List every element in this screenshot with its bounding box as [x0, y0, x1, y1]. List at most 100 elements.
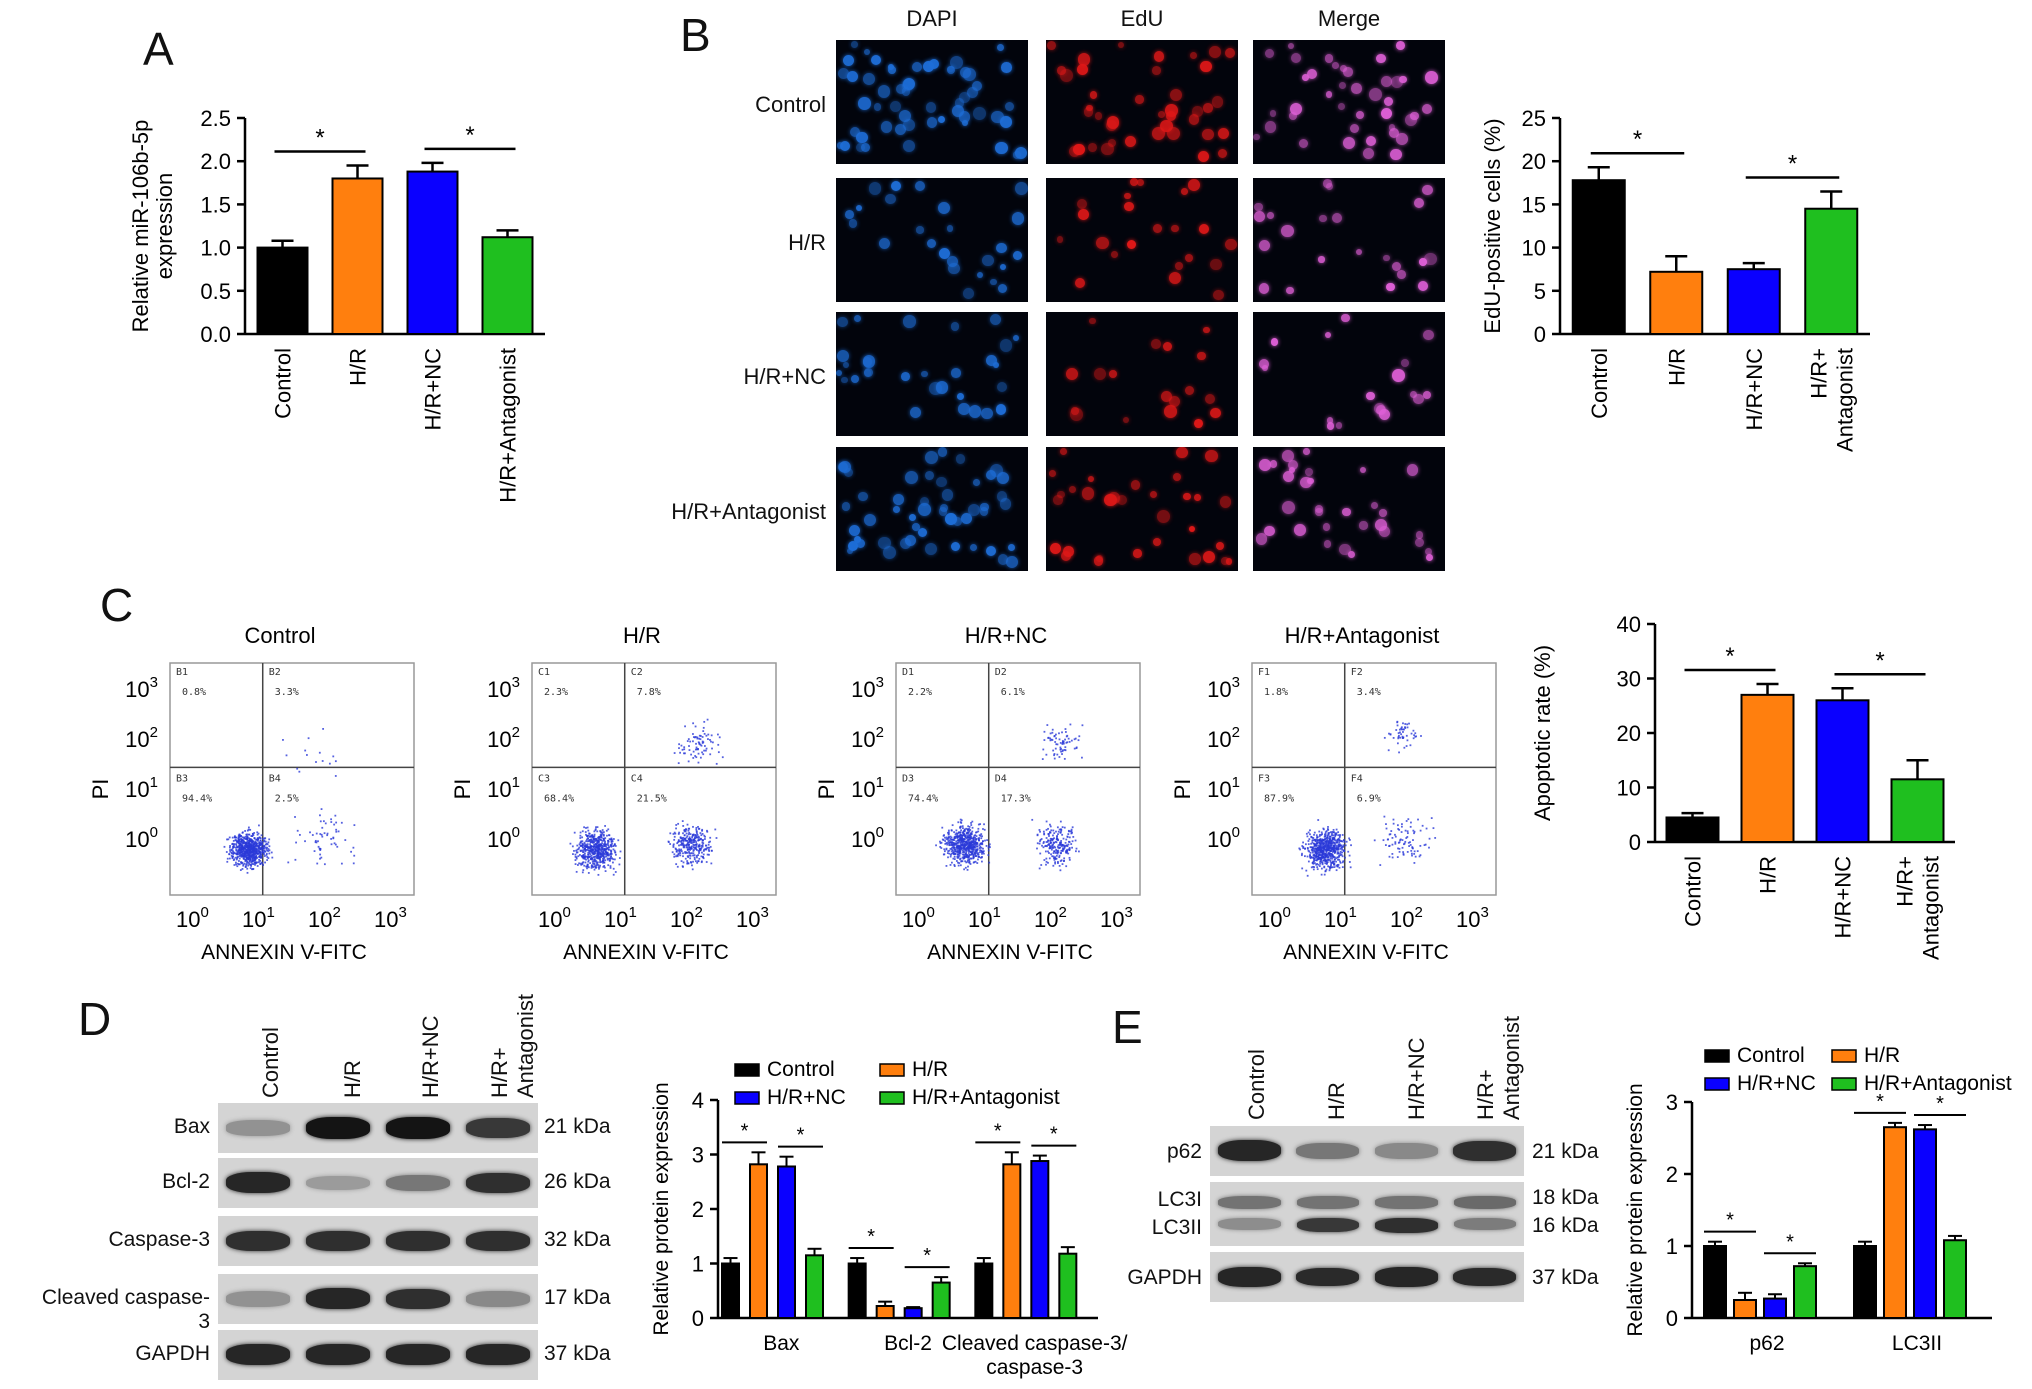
flow-event [1066, 734, 1069, 737]
flow-event [959, 857, 962, 860]
flow-event [1311, 841, 1314, 844]
flow-event [967, 845, 970, 848]
flow-event [1318, 842, 1321, 844]
flow-event [1043, 833, 1046, 836]
tick-exponent: 1 [266, 904, 274, 921]
flow-event [595, 864, 597, 867]
cell-nucleus [968, 504, 981, 517]
flow-event [1312, 839, 1315, 842]
panel-label-a: A [143, 23, 174, 75]
flow-event [1334, 835, 1337, 838]
flow-event [250, 863, 252, 866]
cell-nucleus [946, 225, 954, 232]
legend-swatch [1831, 1049, 1857, 1063]
flow-event [960, 838, 962, 841]
flow-event [943, 850, 946, 853]
quadrant-label: F4 [1351, 773, 1363, 784]
flow-event [597, 838, 600, 840]
flow-event [235, 843, 238, 846]
flow-event [260, 845, 263, 847]
flow-event [1337, 858, 1339, 861]
flow-event [970, 833, 973, 835]
flow-event [254, 840, 257, 843]
flow-event [613, 849, 616, 852]
legend-swatch [734, 1091, 760, 1105]
flow-event [949, 847, 952, 850]
flow-event [251, 868, 253, 871]
tick-exponent: 3 [760, 904, 768, 921]
flow-event [948, 839, 951, 842]
cell-nucleus [1071, 407, 1079, 415]
flow-event [944, 836, 946, 839]
flow-event [1039, 852, 1042, 855]
cell-nucleus [1424, 252, 1437, 266]
flow-event [1059, 843, 1061, 846]
flow-event [940, 847, 943, 849]
flow-event [247, 858, 250, 861]
flow-event [950, 861, 953, 864]
category-label: Bax [763, 1332, 800, 1355]
flow-event [982, 840, 984, 843]
flow-event [232, 853, 235, 855]
flow-event [1042, 841, 1045, 843]
flow-event [248, 852, 251, 854]
cell-nucleus [1423, 329, 1434, 341]
flow-event [1063, 845, 1066, 848]
flow-event [970, 848, 973, 851]
flow-event [311, 834, 314, 836]
flow-event [593, 858, 596, 860]
flow-event [1053, 832, 1056, 835]
flow-event [968, 830, 971, 832]
flow-event [593, 855, 596, 858]
flow-event [251, 863, 254, 865]
cell-nucleus [1342, 507, 1351, 516]
flow-event [1048, 843, 1051, 846]
flow-event [1341, 848, 1344, 851]
flow-event [700, 861, 703, 864]
cell-nucleus [1294, 524, 1306, 536]
cell-nucleus [1189, 553, 1201, 565]
cell-nucleus [1219, 496, 1232, 508]
flow-event [690, 842, 693, 844]
flow-event [605, 855, 608, 858]
cell-nucleus [1184, 253, 1193, 262]
cell-nucleus [1348, 550, 1356, 559]
y-tick-label: 102 [851, 724, 884, 752]
flow-event [969, 838, 972, 841]
cell-nucleus [899, 109, 912, 122]
flow-event [1317, 856, 1320, 859]
flow-event [581, 862, 584, 864]
bar-2 [406, 170, 459, 335]
flow-event [1057, 860, 1059, 863]
flow-event [265, 847, 268, 850]
cell-nucleus [1162, 341, 1172, 351]
flow-event [268, 852, 271, 855]
blot-band [226, 1120, 290, 1136]
flow-event [1309, 829, 1311, 832]
flow-event [246, 867, 249, 870]
flow-event [1302, 841, 1304, 844]
flow-event [1342, 860, 1345, 863]
flow-event [587, 837, 589, 840]
flow-event [967, 825, 970, 828]
flow-event [956, 842, 958, 845]
flow-event [1322, 827, 1325, 830]
flow-plot-0: ControlB10.8%B23.3%B394.4%B42.5%10010010… [88, 623, 415, 964]
flow-event [1389, 733, 1392, 736]
cell-nucleus [841, 502, 850, 511]
cell-nucleus [1415, 531, 1424, 539]
flow-event [1081, 724, 1084, 727]
y-tick-label: 101 [851, 774, 884, 802]
flow-plot-title: Control [245, 623, 316, 648]
flow-event [612, 848, 615, 851]
flow-event [687, 738, 690, 741]
quadrant-percent: 2.2% [908, 687, 932, 698]
flow-event [1058, 847, 1061, 849]
flow-event [240, 851, 243, 854]
flow-event [243, 855, 246, 858]
flow-event [953, 831, 955, 834]
cell-nucleus [903, 315, 916, 328]
flow-event [1348, 839, 1351, 841]
flow-event [1045, 820, 1048, 823]
y-tick-label: 0 [1629, 830, 1641, 855]
